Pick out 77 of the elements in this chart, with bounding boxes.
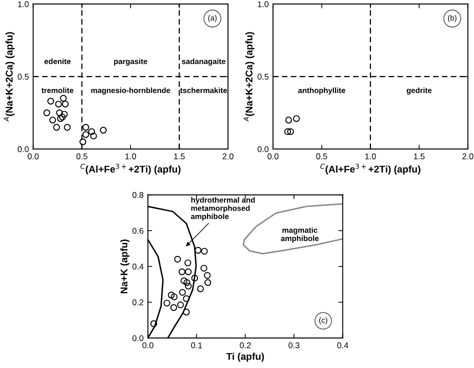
x-tick-label: 0.5 [76,153,88,160]
point [194,246,202,254]
y-axis-title: $^{A}$(Na+K+2Ca) (apfu) [4,32,15,122]
point [150,320,158,328]
x-tick-label: 0.0 [268,153,278,160]
y-tick-label: 1.0 [258,1,269,8]
y-tick-label: 0.4 [132,264,144,270]
point [197,285,204,292]
point [200,248,208,255]
point [163,300,170,307]
point [184,282,192,290]
x-tick-label: 0.0 [28,153,39,160]
y-tick-label: 0.2 [132,299,144,306]
point [57,115,64,122]
point [49,116,56,124]
x-tick-label: 0.5 [316,153,328,160]
point [183,279,190,286]
point [177,302,184,308]
point [82,131,90,138]
point [293,115,300,122]
x-tick-label: 2.0 [462,153,474,160]
point [191,274,198,282]
x-tick-label: 0.2 [240,342,251,348]
y-tick-label: 1.0 [18,1,29,8]
point [43,109,50,116]
y-tick-label: 0.5 [18,74,29,80]
point [64,124,71,131]
point [180,277,188,284]
y-tick-label: 0.0 [132,335,144,342]
point [47,98,54,105]
point [55,100,62,108]
y-axis-title: Na+K (apfu) [120,240,130,294]
point [287,128,294,136]
point [60,110,68,118]
point [79,138,86,146]
point [284,128,292,136]
point [88,128,96,136]
point [170,304,178,311]
x-tick-label: 0.1 [191,342,202,348]
point [204,279,212,286]
point [90,132,97,140]
x-tick-label: 0.3 [288,342,300,348]
point [200,264,208,272]
point [59,114,66,121]
point [182,308,190,316]
x-tick-label: 2.0 [222,153,234,160]
x-axis-title: Ti (apfu) [226,352,264,362]
point [53,124,60,131]
x-axis-title: $^{C}$(Al+Fe$^{3+}$+2Ti) (apfu) [80,164,180,175]
point [184,259,192,266]
point [56,109,63,116]
y-tick-label: 0.8 [132,192,144,198]
point [170,293,178,300]
point [168,292,175,298]
y-tick-label: 0.0 [18,146,29,152]
x-axis-title: $^{C}$(Al+Fe$^{3+}$+2Ti) (apfu) [320,164,420,175]
x-tick-label: 0.4 [337,342,348,348]
y-tick-label: 0.5 [258,74,269,80]
point [285,116,292,124]
x-tick-label: 1.5 [174,154,185,160]
point [60,94,67,102]
point [184,268,192,276]
point [62,100,69,108]
point [204,272,211,279]
x-tick-label: 1.0 [125,153,136,160]
point [182,295,190,302]
point [174,256,181,263]
x-tick-label: 1.0 [365,153,376,160]
y-tick-label: 0.0 [258,146,269,152]
point [100,126,107,134]
x-tick-label: 1.5 [414,154,425,160]
y-tick-label: 0.6 [132,228,144,234]
point [82,124,90,131]
point [179,288,186,296]
y-axis-title: $^{A}$(Na+K+2Ca) (apfu) [244,32,254,122]
point [178,268,186,276]
x-tick-label: 0.0 [142,342,154,348]
